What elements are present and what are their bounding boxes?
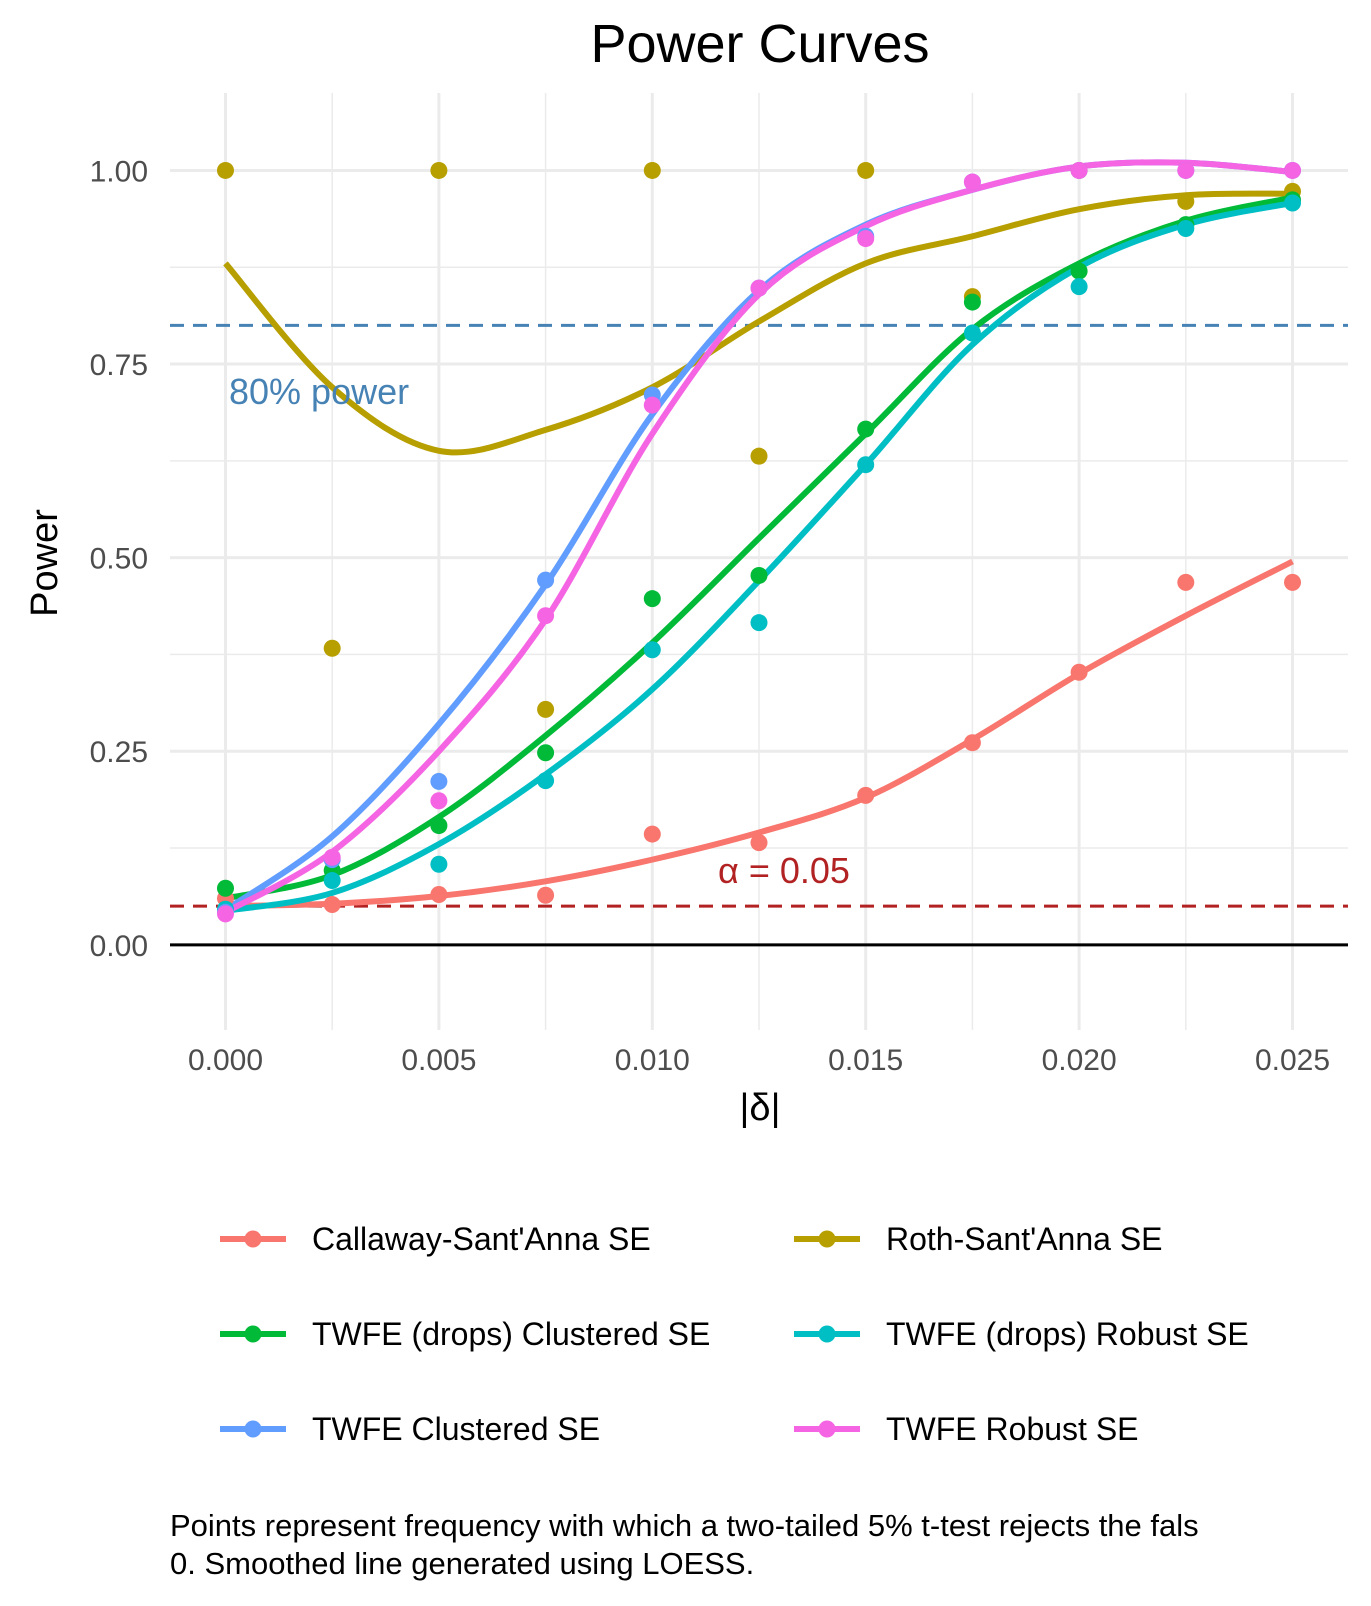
data-point-series-5 <box>1284 161 1302 179</box>
data-points <box>216 161 1302 923</box>
legend-label: TWFE (drops) Robust SE <box>886 1316 1249 1352</box>
legend-key-point <box>244 1420 262 1438</box>
data-point-series-0 <box>323 896 341 914</box>
data-point-series-5 <box>216 905 234 923</box>
data-point-series-0 <box>1177 573 1195 591</box>
data-point-series-2 <box>963 293 981 311</box>
data-point-series-2 <box>430 817 448 835</box>
data-point-series-4 <box>537 571 555 589</box>
data-point-series-0 <box>963 734 981 752</box>
data-point-series-3 <box>1284 194 1302 212</box>
data-point-series-1 <box>643 161 661 179</box>
data-point-series-2 <box>537 744 555 762</box>
data-point-series-2 <box>643 590 661 608</box>
data-point-series-3 <box>1177 220 1195 238</box>
data-point-series-2 <box>750 566 768 584</box>
x-tick-label: 0.005 <box>401 1044 476 1077</box>
smooth-line-series-1 <box>223 190 1293 456</box>
data-point-series-1 <box>1177 192 1195 210</box>
caption-line-1: Points represent frequency with which a … <box>170 1508 1199 1543</box>
reference-lines <box>170 323 1348 947</box>
legend-label: Roth-Sant'Anna SE <box>886 1221 1163 1257</box>
data-point-series-1 <box>216 161 234 179</box>
data-point-series-0 <box>857 786 875 804</box>
x-tick-label: 0.000 <box>188 1044 263 1077</box>
x-axis-ticks: 0.000 0.005 0.010 0.015 0.020 0.025 <box>188 1044 1330 1077</box>
legend-label: TWFE Robust SE <box>886 1411 1139 1447</box>
x-tick-label: 0.010 <box>615 1044 690 1077</box>
data-point-series-5 <box>963 173 981 191</box>
data-point-series-3 <box>323 872 341 890</box>
data-point-series-0 <box>750 834 768 852</box>
data-point-series-0 <box>1070 663 1088 681</box>
data-point-series-3 <box>643 641 661 659</box>
chart-title: Power Curves <box>590 14 929 74</box>
legend-key-point <box>818 1230 836 1248</box>
data-point-series-5 <box>323 848 341 866</box>
data-point-series-5 <box>1177 161 1195 179</box>
data-point-series-5 <box>1070 161 1088 179</box>
y-axis-label: Power <box>24 509 66 617</box>
data-point-series-5 <box>430 792 448 810</box>
legend-label: TWFE Clustered SE <box>312 1411 600 1447</box>
data-point-series-1 <box>537 700 555 718</box>
data-point-series-3 <box>1070 278 1088 296</box>
data-point-series-5 <box>643 396 661 414</box>
data-point-series-5 <box>537 607 555 625</box>
y-tick-label: 0.75 <box>90 349 148 382</box>
data-point-series-0 <box>643 825 661 843</box>
major-gridlines <box>170 93 1348 1030</box>
x-tick-label: 0.025 <box>1255 1044 1330 1077</box>
x-tick-label: 0.015 <box>828 1044 903 1077</box>
caption-line-2: 0. Smoothed line generated using LOESS. <box>170 1546 754 1581</box>
power-annotation: 80% power <box>229 371 409 412</box>
data-point-series-1 <box>430 161 448 179</box>
data-point-series-2 <box>1070 262 1088 280</box>
legend-label: TWFE (drops) Clustered SE <box>312 1316 710 1352</box>
alpha-annotation: α = 0.05 <box>718 850 850 891</box>
legend-key-point <box>244 1230 262 1248</box>
legend-key-point <box>818 1420 836 1438</box>
y-axis-ticks: 0.00 0.25 0.50 0.75 1.00 <box>90 155 148 962</box>
data-point-series-0 <box>537 886 555 904</box>
data-point-series-0 <box>1284 573 1302 591</box>
data-point-series-3 <box>537 772 555 790</box>
y-tick-label: 1.00 <box>90 155 148 188</box>
data-point-series-0 <box>430 885 448 903</box>
y-tick-label: 0.00 <box>90 930 148 963</box>
data-point-series-3 <box>750 614 768 632</box>
legend-label: Callaway-Sant'Anna SE <box>312 1221 651 1257</box>
smooth-line-series-0 <box>225 558 1294 910</box>
y-tick-label: 0.25 <box>90 736 148 769</box>
data-point-series-4 <box>430 772 448 790</box>
legend-key-point <box>818 1325 836 1343</box>
data-point-series-1 <box>750 447 768 465</box>
legend-key-point <box>244 1325 262 1343</box>
data-point-series-3 <box>963 324 981 342</box>
data-point-series-3 <box>857 456 875 474</box>
smooth-line-series-5 <box>224 159 1293 915</box>
data-point-series-2 <box>857 420 875 438</box>
data-point-series-3 <box>430 855 448 873</box>
smoothed-curves <box>223 159 1294 915</box>
data-point-series-5 <box>857 230 875 248</box>
data-point-series-2 <box>216 879 234 897</box>
data-point-series-1 <box>323 639 341 657</box>
data-point-series-5 <box>750 279 768 297</box>
data-point-series-1 <box>857 161 875 179</box>
x-axis-label: |δ| <box>740 1087 781 1129</box>
x-tick-label: 0.020 <box>1042 1044 1117 1077</box>
legend: Callaway-Sant'Anna SE Roth-Sant'Anna SE TW… <box>220 1221 1249 1447</box>
y-tick-label: 0.50 <box>90 543 148 576</box>
